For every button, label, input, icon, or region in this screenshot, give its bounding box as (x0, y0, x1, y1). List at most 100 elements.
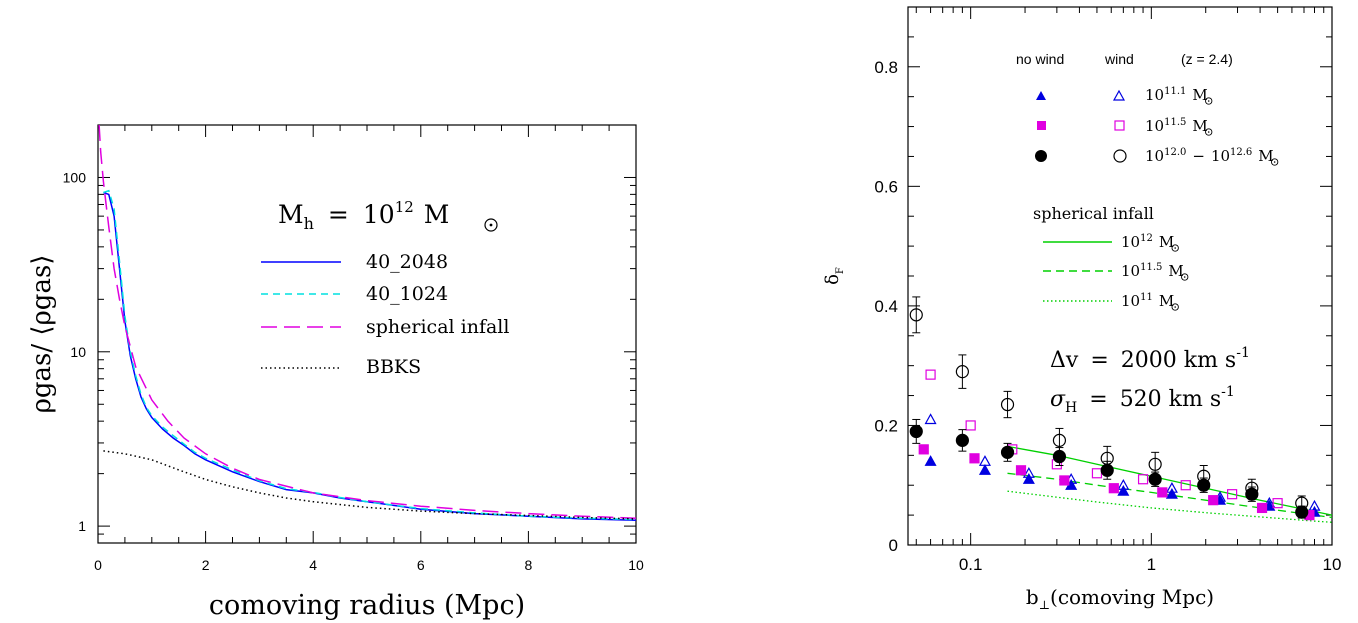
point-wind-circle (909, 308, 923, 322)
point-wind-circle (1148, 457, 1162, 471)
point-no-wind-square (1208, 495, 1219, 506)
legend-header-no-wind: no wind (1016, 51, 1064, 67)
sun-symbol-small-dot (1183, 276, 1186, 278)
point-no-wind-square (1108, 483, 1119, 494)
point-wind-triangle (1117, 478, 1130, 490)
point-no-wind-circle (1000, 445, 1015, 459)
left-series-line-1 (103, 189, 637, 521)
point-wind-square (1091, 468, 1103, 479)
point-no-wind-triangle (924, 455, 937, 466)
left-legend: 40_2048 40_1024 spherical infall BBKS (261, 251, 509, 378)
point-wind-triangle (1263, 496, 1276, 508)
point-wind-square (1180, 480, 1191, 491)
left-y-tick-label: 1 (78, 518, 86, 534)
sun-symbol-small-dot (1174, 306, 1176, 308)
infall-label-11-5: 1011.5 M (1121, 262, 1184, 280)
legend-label-11-1: 1011.1 M (1145, 86, 1208, 104)
right-y-tick-label: 0.4 (874, 297, 898, 316)
left-y-tick-label: 10 (70, 344, 86, 360)
right-y-tick-label: 0.8 (874, 58, 898, 77)
sun-symbol-small (1205, 97, 1213, 105)
point-no-wind-triangle (1165, 487, 1178, 499)
legend-label-bbks: BBKS (366, 356, 421, 378)
legend-label-12-range: 1012.0−1012.6 M (1145, 147, 1274, 165)
sun-symbol-small (1171, 303, 1179, 311)
left-series (98, 124, 637, 522)
legend-label-spherical-infall: spherical infall (366, 316, 509, 338)
point-wind-triangle (924, 413, 937, 425)
right-y-axis-label: δF (822, 267, 846, 285)
point-wind-triangle (1022, 467, 1035, 478)
point-no-wind-square (969, 453, 980, 464)
point-no-wind-square (918, 444, 929, 455)
point-wind-circle (1245, 481, 1259, 495)
right-infall-legend: spherical infall 1012 M 1011.5 M 1011 M (1033, 204, 1184, 310)
point-wind-circle (1197, 469, 1211, 483)
legend-marker-open-square (1114, 120, 1125, 131)
left-y-tick-label: 100 (63, 169, 87, 185)
left-chart: 0 2 4 6 8 10 1 10 100 40_2048 40_1024 spherical … (27, 124, 644, 621)
point-no-wind-square (1256, 502, 1268, 514)
right-legend: no wind wind (z = 2.4) 1011.1 M 1011.5 M 1… (1016, 51, 1279, 311)
legend-label-40-1024: 40_1024 (366, 283, 448, 305)
sun-symbol-small (1171, 244, 1179, 252)
legend-marker-open-triangle (1112, 89, 1126, 101)
infall-label-11: 1011 M (1121, 292, 1174, 310)
left-tick-labels: 0 2 4 6 8 10 1 10 100 (63, 169, 644, 573)
infall-curve-2 (1007, 490, 1333, 523)
left-x-tick-label: 10 (628, 557, 644, 573)
left-series-line-2 (98, 124, 637, 519)
legend-marker-filled-triangle (1036, 91, 1046, 100)
sun-symbol-small-dot (1207, 131, 1210, 133)
sun-symbol-small (1181, 273, 1189, 281)
point-no-wind-square (1157, 487, 1168, 498)
sun-symbol-small-dot (1174, 247, 1176, 249)
sun-symbol-small-dot (1207, 100, 1210, 102)
annotation-delta-v: Δv = 2000 km s-1 (1050, 345, 1250, 373)
legend-marker-open-circle (1113, 149, 1127, 163)
left-x-tick-label: 8 (525, 557, 533, 573)
point-no-wind-triangle (1022, 473, 1035, 484)
legend-sun-symbols (1171, 97, 1279, 311)
right-y-tick-label: 0.6 (874, 177, 898, 196)
point-no-wind-triangle (978, 464, 991, 475)
point-no-wind-circle (909, 424, 923, 439)
left-annotation: Mh = 1012 M (278, 198, 449, 233)
annotation-sigma-h: σH = 520 km s-1 (1050, 384, 1235, 416)
point-wind-circle (1052, 433, 1067, 447)
point-no-wind-circle (955, 433, 969, 447)
point-no-wind-square (1059, 475, 1070, 486)
point-wind-circle (955, 365, 969, 379)
legend-label-11-5: 1011.5 M (1145, 117, 1208, 135)
point-wind-square (1272, 498, 1283, 509)
right-chart: 0.1 1 10 0 0.2 0.4 0.6 0.8 no wind wind (z = 2.… (822, 6, 1341, 612)
point-wind-circle (1000, 397, 1015, 412)
right-x-tick-label: 10 (1323, 555, 1342, 574)
legend-marker-filled-circle (1035, 150, 1047, 162)
left-y-axis-label: ρgas/ ⟨ρgas⟩ (27, 255, 57, 414)
left-x-axis-label: comoving radius (Mpc) (209, 590, 525, 621)
sun-symbol-small (1205, 128, 1213, 136)
right-tick-labels: 0.1 1 10 0 0.2 0.4 0.6 0.8 (874, 58, 1341, 574)
point-wind-square (925, 369, 936, 380)
legend-header-redshift: (z = 2.4) (1181, 51, 1233, 67)
point-wind-square (965, 420, 976, 431)
right-x-axis-label: b⊥(comoving Mpc) (1026, 585, 1214, 612)
left-x-tick-label: 0 (94, 557, 102, 573)
legend-marker-filled-square (1037, 121, 1046, 130)
point-wind-square (1137, 474, 1149, 485)
legend-header-wind: wind (1104, 51, 1134, 67)
infall-label-12: 1012 M (1121, 233, 1174, 251)
point-wind-circle (1295, 496, 1309, 510)
left-x-tick-label: 6 (417, 557, 425, 573)
sun-symbol-small (1271, 158, 1279, 166)
sun-symbol (484, 218, 498, 232)
point-wind-triangle (1165, 481, 1178, 493)
left-x-tick-label: 2 (202, 557, 210, 573)
sun-symbol-small-dot (1273, 161, 1276, 163)
point-wind-triangle (978, 455, 991, 466)
point-no-wind-square (1015, 465, 1027, 476)
right-y-tick-label: 0 (889, 536, 898, 555)
right-ticks (908, 6, 1333, 546)
